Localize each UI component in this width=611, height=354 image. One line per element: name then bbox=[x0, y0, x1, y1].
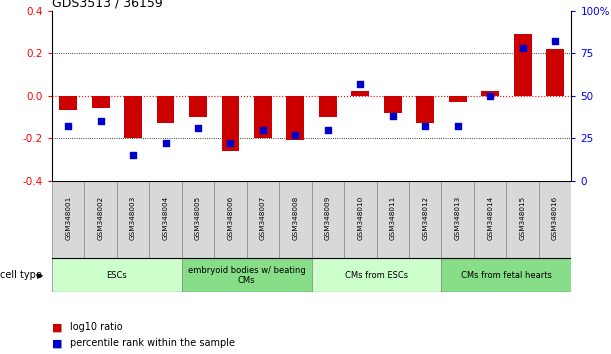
Text: GSM348005: GSM348005 bbox=[195, 196, 201, 240]
Text: GSM348011: GSM348011 bbox=[390, 196, 396, 240]
Point bbox=[518, 45, 527, 51]
Point bbox=[388, 113, 398, 119]
Bar bbox=[384, 96, 401, 113]
Bar bbox=[92, 96, 109, 108]
Bar bbox=[474, 181, 507, 258]
Bar bbox=[546, 49, 564, 96]
Point bbox=[258, 127, 268, 132]
Text: GSM348010: GSM348010 bbox=[357, 196, 364, 240]
Bar bbox=[84, 181, 117, 258]
Bar bbox=[222, 96, 240, 151]
Text: GSM348007: GSM348007 bbox=[260, 196, 266, 240]
Bar bbox=[52, 181, 84, 258]
Text: GSM348002: GSM348002 bbox=[98, 196, 104, 240]
Point bbox=[193, 125, 203, 131]
Text: GSM348006: GSM348006 bbox=[227, 196, 233, 240]
Bar bbox=[376, 181, 409, 258]
Bar bbox=[214, 181, 247, 258]
Bar bbox=[117, 181, 149, 258]
Text: CMs from fetal hearts: CMs from fetal hearts bbox=[461, 271, 552, 280]
Point bbox=[225, 140, 235, 146]
Text: GSM348013: GSM348013 bbox=[455, 196, 461, 240]
Point bbox=[323, 127, 333, 132]
Text: ▶: ▶ bbox=[37, 271, 43, 280]
Point bbox=[161, 140, 170, 146]
Bar bbox=[442, 258, 571, 292]
Bar bbox=[416, 96, 434, 123]
Bar bbox=[279, 181, 312, 258]
Bar bbox=[448, 96, 467, 102]
Point bbox=[128, 152, 138, 158]
Text: GSM348014: GSM348014 bbox=[487, 196, 493, 240]
Bar bbox=[254, 96, 272, 138]
Bar bbox=[539, 181, 571, 258]
Text: GSM348009: GSM348009 bbox=[325, 196, 331, 240]
Text: GSM348015: GSM348015 bbox=[519, 196, 525, 240]
Text: GDS3513 / 36159: GDS3513 / 36159 bbox=[52, 0, 163, 10]
Bar bbox=[182, 258, 312, 292]
Text: ■: ■ bbox=[52, 322, 62, 332]
Point bbox=[96, 118, 106, 124]
Bar bbox=[182, 181, 214, 258]
Text: GSM348008: GSM348008 bbox=[293, 196, 298, 240]
Text: ■: ■ bbox=[52, 338, 62, 348]
Point bbox=[290, 132, 300, 137]
Bar bbox=[351, 91, 369, 96]
Bar bbox=[156, 96, 175, 123]
Text: ESCs: ESCs bbox=[106, 271, 127, 280]
Bar bbox=[507, 181, 539, 258]
Text: log10 ratio: log10 ratio bbox=[70, 322, 123, 332]
Text: GSM348016: GSM348016 bbox=[552, 196, 558, 240]
Bar bbox=[52, 258, 182, 292]
Point bbox=[64, 123, 73, 129]
Text: GSM348003: GSM348003 bbox=[130, 196, 136, 240]
Bar bbox=[247, 181, 279, 258]
Text: CMs from ESCs: CMs from ESCs bbox=[345, 271, 408, 280]
Text: embryoid bodies w/ beating
CMs: embryoid bodies w/ beating CMs bbox=[188, 266, 306, 285]
Bar bbox=[442, 181, 474, 258]
Text: percentile rank within the sample: percentile rank within the sample bbox=[70, 338, 235, 348]
Bar bbox=[189, 96, 207, 117]
Point bbox=[550, 38, 560, 44]
Text: GSM348004: GSM348004 bbox=[163, 196, 169, 240]
Bar bbox=[124, 96, 142, 138]
Bar bbox=[312, 258, 442, 292]
Text: cell type: cell type bbox=[0, 270, 42, 280]
Text: GSM348001: GSM348001 bbox=[65, 196, 71, 240]
Bar bbox=[514, 34, 532, 96]
Bar bbox=[149, 181, 182, 258]
Text: GSM348012: GSM348012 bbox=[422, 196, 428, 240]
Point bbox=[485, 93, 495, 98]
Point bbox=[453, 123, 463, 129]
Point bbox=[356, 81, 365, 86]
Bar bbox=[319, 96, 337, 117]
Bar bbox=[481, 91, 499, 96]
Bar bbox=[344, 181, 376, 258]
Bar bbox=[312, 181, 344, 258]
Bar bbox=[409, 181, 442, 258]
Bar bbox=[59, 96, 77, 110]
Point bbox=[420, 123, 430, 129]
Bar bbox=[287, 96, 304, 140]
